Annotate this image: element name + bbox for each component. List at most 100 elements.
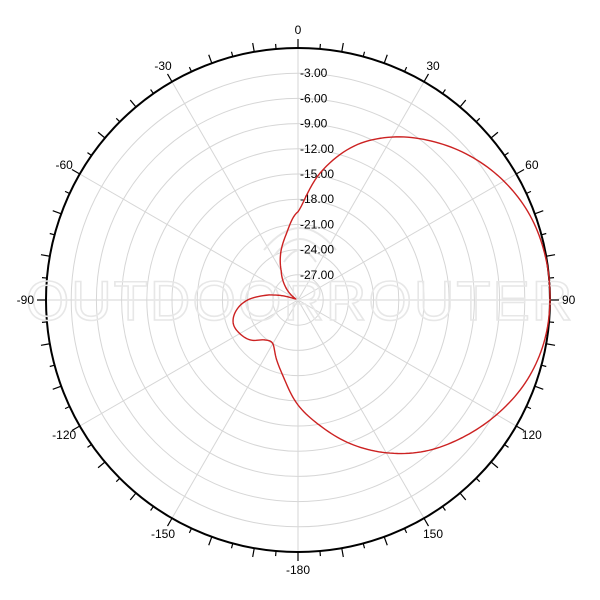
angle-tick-label: -30 [154,59,172,73]
angle-tick-mark [534,385,544,390]
radial-tick-label: -24.00 [300,243,334,257]
watermark: OUTDOORROUTER [25,227,573,333]
radial-tick-label: -27.00 [300,268,334,282]
angle-tick-mark [230,51,234,57]
angle-tick-mark [341,42,344,52]
series-point [544,255,546,257]
angle-tick-mark [40,254,50,257]
series-point [469,155,471,157]
angle-tick-mark [442,89,446,94]
angle-tick-mark [515,168,525,175]
angle-tick-mark [383,54,388,64]
series-point [524,382,526,384]
series-point [275,358,278,360]
angle-tick-mark [490,461,499,469]
angle-tick-mark [188,528,193,534]
angle-tick-mark [150,506,154,511]
series-point [424,450,426,452]
angle-tick-mark [230,543,234,549]
series-point [349,443,351,445]
series-point [430,140,432,142]
angle-tick-mark [252,548,255,558]
angle-tick-mark [362,51,366,57]
angle-tick-label: -120 [52,428,76,442]
series-point [235,310,237,312]
series-point [297,404,299,406]
series-point [461,437,463,439]
grid-spoke [171,81,299,301]
angle-tick-label: 150 [423,527,443,541]
series-point [297,211,299,213]
angle-tick-mark [208,54,213,64]
angle-tick-mark [97,461,106,469]
angle-tick-mark [150,89,154,94]
series-point [280,252,282,254]
angle-tick-mark [166,517,173,527]
grid-spoke [79,173,299,301]
angle-tick-label: 120 [522,428,542,442]
series-point [285,287,287,289]
angle-tick-mark [49,364,55,368]
series-point [529,214,531,217]
angle-tick-mark [97,131,106,139]
series-point [385,452,387,454]
angle-tick-mark [504,444,509,448]
series-point [293,297,295,299]
angle-tick-mark [403,528,408,534]
angle-tick-mark [71,425,81,432]
angle-tick-mark [383,536,388,546]
grid-spoke [297,81,425,301]
angle-tick-mark [546,343,556,346]
angle-tick-label: 60 [525,158,539,172]
radial-tick-label: -18.00 [300,192,334,206]
angle-ticks [37,39,559,561]
radial-tick-labels: -3.00 -6.00 -9.00 -12.00 -15.00 -18.00 -21.00 -… [300,66,334,282]
angle-tick-mark [129,492,137,501]
angle-tick-label: -180 [286,563,310,577]
angle-tick-mark [475,477,481,483]
angle-tick-mark [362,543,366,549]
grid-spoke [297,173,517,301]
series-point [496,414,498,416]
series-layer [232,136,551,455]
grid-spoke [297,299,425,519]
angle-tick-mark [490,131,499,139]
series-point [249,339,251,341]
angle-tick-mark [546,254,556,257]
angle-tick-mark [40,343,50,346]
angle-tick-mark [188,66,193,72]
angle-tick-mark [64,190,70,195]
grid-spoke [171,299,299,519]
series-point [549,299,551,301]
angle-tick-mark [52,385,62,390]
angle-tick-label: -150 [151,527,175,541]
angle-tick-label: 30 [426,59,440,73]
radial-tick-label: -3.00 [300,66,328,80]
series-point [283,377,285,380]
angle-tick-mark [166,73,173,83]
angle-tick-mark [115,117,121,123]
angle-tick-mark [423,517,430,527]
angle-tick-mark [475,117,481,123]
series-point [353,145,355,147]
angle-tick-mark [442,506,446,511]
series-point [281,295,283,297]
angle-tick-mark [534,210,544,215]
angle-tick-mark [341,548,344,558]
series-point [280,270,282,272]
angle-tick-mark [64,405,70,410]
angle-tick-mark [208,536,213,546]
radial-tick-label: -6.00 [300,91,328,105]
angle-tick-mark [515,425,525,432]
series-point [247,299,249,301]
series-point [543,342,545,344]
angle-tick-mark [115,477,121,483]
angle-tick-mark [459,99,467,108]
radial-tick-label: -21.00 [300,217,334,231]
angle-tick-mark [87,152,92,156]
series-point [319,172,322,174]
watermark-signal-icon [263,227,337,263]
series-point [503,180,505,182]
angle-tick-mark [423,73,430,83]
